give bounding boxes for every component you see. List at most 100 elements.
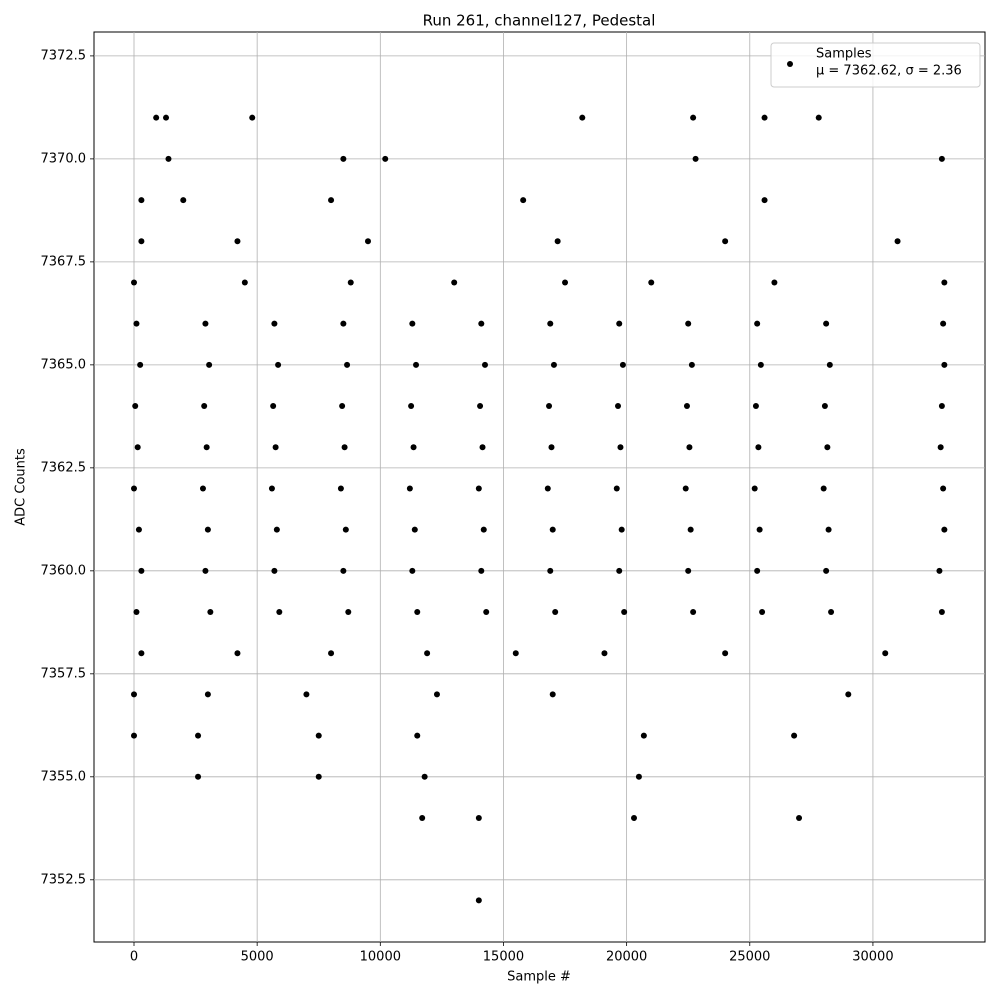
data-point — [821, 403, 828, 410]
data-point — [722, 650, 729, 657]
data-point — [683, 403, 690, 410]
data-point — [759, 609, 766, 616]
data-point — [414, 609, 421, 616]
data-point — [271, 320, 278, 327]
data-point — [131, 691, 138, 698]
data-point — [520, 197, 527, 204]
data-point — [339, 403, 346, 410]
data-point — [138, 567, 145, 574]
data-point — [791, 732, 798, 739]
data-point — [138, 238, 145, 245]
data-point — [315, 773, 322, 780]
y-tick-label: 7367.5 — [41, 254, 87, 269]
data-point — [204, 691, 211, 698]
x-tick-label: 5000 — [241, 950, 274, 965]
data-point — [761, 197, 768, 204]
data-point — [475, 485, 482, 492]
data-point — [163, 114, 170, 121]
data-point — [414, 732, 421, 739]
data-point — [648, 279, 655, 286]
data-point — [771, 279, 778, 286]
data-point — [406, 485, 413, 492]
data-point — [757, 361, 764, 368]
data-point — [133, 320, 140, 327]
x-axis-label: Sample # — [507, 970, 571, 985]
legend: Samples μ = 7362.62, σ = 2.36 — [770, 42, 981, 88]
legend-note: μ = 7362.62, σ = 2.36 — [816, 64, 962, 79]
data-point — [241, 279, 248, 286]
data-point — [823, 320, 830, 327]
legend-label: Samples — [816, 47, 872, 62]
data-point — [273, 526, 280, 533]
data-point — [941, 526, 948, 533]
data-point — [547, 567, 554, 574]
data-point — [756, 526, 763, 533]
data-point — [617, 444, 624, 451]
data-point — [483, 609, 490, 616]
data-point — [894, 238, 901, 245]
data-point — [340, 567, 347, 574]
data-point — [613, 485, 620, 492]
y-tick-label: 7360.0 — [41, 563, 87, 578]
data-point — [549, 691, 556, 698]
data-point — [424, 650, 431, 657]
data-point — [195, 773, 202, 780]
y-tick-label: 7362.5 — [41, 460, 87, 475]
data-point — [195, 732, 202, 739]
data-point — [640, 732, 647, 739]
data-point — [340, 320, 347, 327]
data-point — [202, 567, 209, 574]
data-point — [481, 361, 488, 368]
x-tick-label: 30000 — [852, 950, 893, 965]
data-point — [271, 567, 278, 574]
data-point — [478, 320, 485, 327]
data-point — [138, 650, 145, 657]
data-point — [512, 650, 519, 657]
data-point — [938, 155, 945, 162]
data-point — [752, 403, 759, 410]
y-tick-label: 7372.5 — [41, 48, 87, 63]
data-point — [722, 238, 729, 245]
data-point — [131, 279, 138, 286]
data-point — [475, 897, 482, 904]
legend-marker — [787, 61, 793, 67]
data-point — [328, 650, 335, 657]
data-point — [270, 403, 277, 410]
data-point — [619, 361, 626, 368]
data-point — [824, 444, 831, 451]
data-point — [202, 320, 209, 327]
x-tick-label: 20000 — [606, 950, 647, 965]
data-point — [815, 114, 822, 121]
data-point — [635, 773, 642, 780]
data-point — [410, 444, 417, 451]
data-point — [409, 567, 416, 574]
data-point — [940, 485, 947, 492]
data-point — [479, 444, 486, 451]
data-point — [761, 114, 768, 121]
data-point — [153, 114, 160, 121]
data-point — [347, 279, 354, 286]
data-point — [692, 155, 699, 162]
data-point — [207, 609, 214, 616]
data-point — [275, 361, 282, 368]
data-point — [342, 526, 349, 533]
y-tick-label: 7365.0 — [41, 357, 87, 372]
data-point — [433, 691, 440, 698]
data-point — [382, 155, 389, 162]
data-point — [937, 444, 944, 451]
data-point — [941, 361, 948, 368]
data-point — [938, 403, 945, 410]
plot-frame — [93, 31, 986, 943]
data-point — [618, 526, 625, 533]
data-point — [480, 526, 487, 533]
data-point — [796, 815, 803, 822]
data-point — [546, 403, 553, 410]
data-point — [364, 238, 371, 245]
data-point — [234, 650, 241, 657]
data-point — [135, 526, 142, 533]
data-point — [614, 403, 621, 410]
data-point — [268, 485, 275, 492]
data-point — [337, 485, 344, 492]
data-point — [828, 609, 835, 616]
